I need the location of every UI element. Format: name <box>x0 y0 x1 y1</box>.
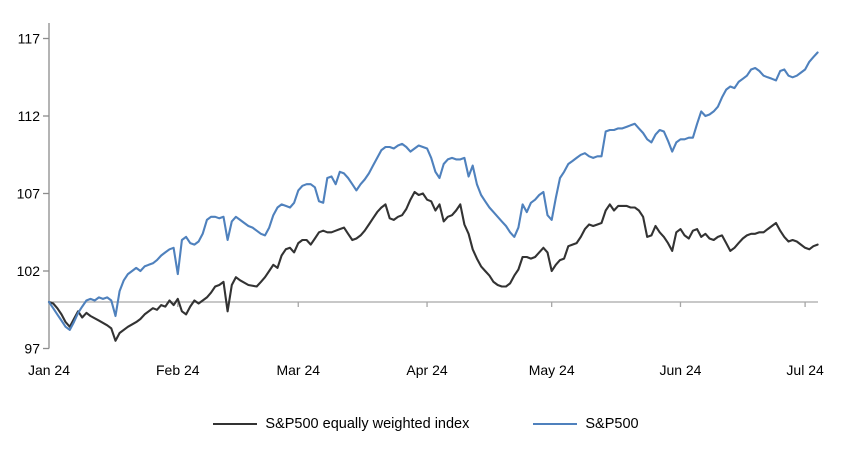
x-tick-label: Jul 24 <box>786 362 824 378</box>
y-tick-label: 102 <box>17 263 41 279</box>
legend-item-equal-weighted: S&P500 equally weighted index <box>213 416 469 432</box>
y-tick-label: 117 <box>18 31 41 47</box>
legend-item-sp500: S&P500 <box>533 416 639 432</box>
x-tick-label: Jun 24 <box>659 362 701 378</box>
line-chart: 97 102 107 112 117 Jan 24 Feb 24 Mar 24 Apr 24 Ma… <box>17 23 824 378</box>
series-line-1 <box>47 51 819 331</box>
y-tick-label: 112 <box>18 108 41 124</box>
x-tick-label: May 24 <box>529 362 575 378</box>
x-tick-label: Feb 24 <box>156 362 200 378</box>
y-tick-label: 97 <box>24 341 40 357</box>
x-tick-label: Jan 24 <box>28 362 70 378</box>
chart-legend: S&P500 equally weighted index S&P500 <box>0 406 852 442</box>
legend-line-swatch-sp500 <box>533 423 578 425</box>
legend-label-sp500: S&P500 <box>585 416 639 432</box>
x-tick-label: Mar 24 <box>276 362 320 378</box>
legend-label-equal-weighted: S&P500 equally weighted index <box>265 416 470 432</box>
x-tick-label: Apr 24 <box>406 362 447 378</box>
legend-line-swatch-equal-weighted <box>213 423 258 425</box>
series-line-0 <box>47 190 819 342</box>
y-tick-label: 107 <box>17 186 41 202</box>
